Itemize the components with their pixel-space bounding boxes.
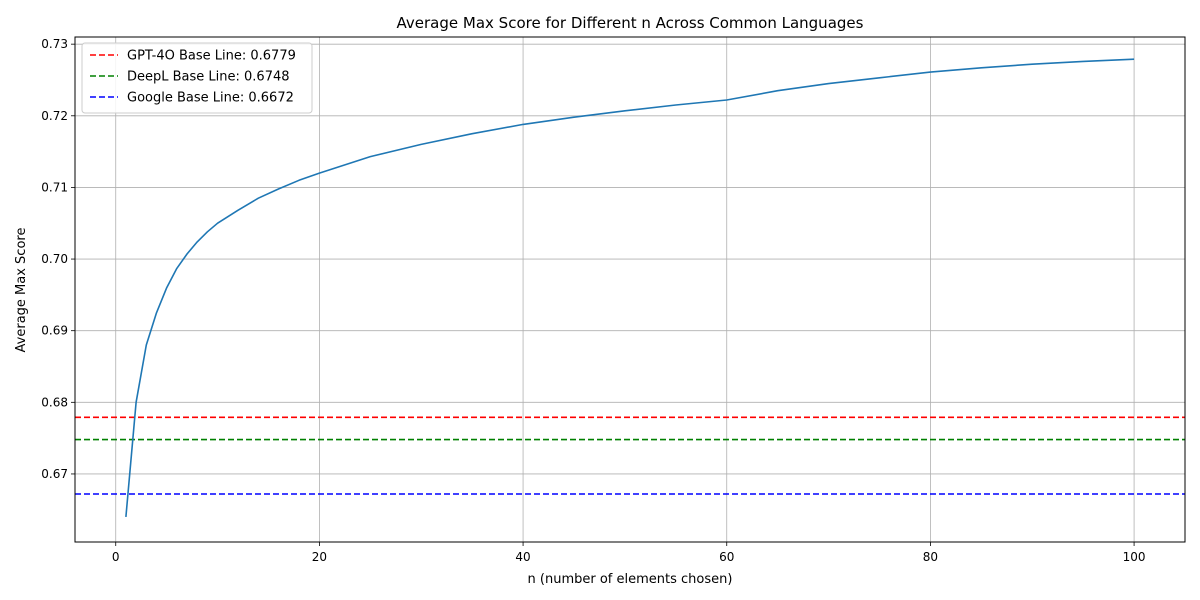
x-axis-ticks: 0 20 40 60 80 100 <box>112 542 1146 564</box>
legend-label: GPT-4O Base Line: 0.6779 <box>127 49 296 64</box>
y-tick-label: 0.71 <box>41 180 68 194</box>
y-tick-label: 0.69 <box>41 324 68 338</box>
x-axis-label: n (number of elements chosen) <box>528 572 733 587</box>
plot-frame <box>74 36 1186 543</box>
legend-box <box>81 42 313 114</box>
legend: GPT-4O Base Line: 0.6779 DeepL Base Line:… <box>81 42 313 114</box>
x-tick-label: 0 <box>112 550 120 564</box>
series-lines <box>125 58 1135 517</box>
baseline-lines <box>75 416 1185 495</box>
grid-lines <box>75 37 1185 542</box>
x-tick-label: 20 <box>312 550 327 564</box>
legend-label: DeepL Base Line: 0.6748 <box>127 70 290 85</box>
legend-label: Google Base Line: 0.6672 <box>127 91 294 106</box>
x-tick-label: 100 <box>1123 550 1146 564</box>
x-tick-label: 40 <box>515 550 530 564</box>
y-axis-label: Average Max Score <box>14 228 29 353</box>
y-tick-label: 0.70 <box>41 252 68 266</box>
y-tick-label: 0.73 <box>41 37 68 51</box>
y-tick-label: 0.72 <box>41 109 68 123</box>
y-tick-label: 0.67 <box>41 467 68 481</box>
x-tick-label: 60 <box>719 550 734 564</box>
y-tick-label: 0.68 <box>41 395 68 409</box>
y-axis-ticks: 0.67 0.68 0.69 0.70 0.71 0.72 0.73 <box>41 37 75 481</box>
x-tick-label: 80 <box>923 550 938 564</box>
score-curve <box>125 58 1135 517</box>
chart-title: Average Max Score for Different n Across… <box>397 14 864 32</box>
